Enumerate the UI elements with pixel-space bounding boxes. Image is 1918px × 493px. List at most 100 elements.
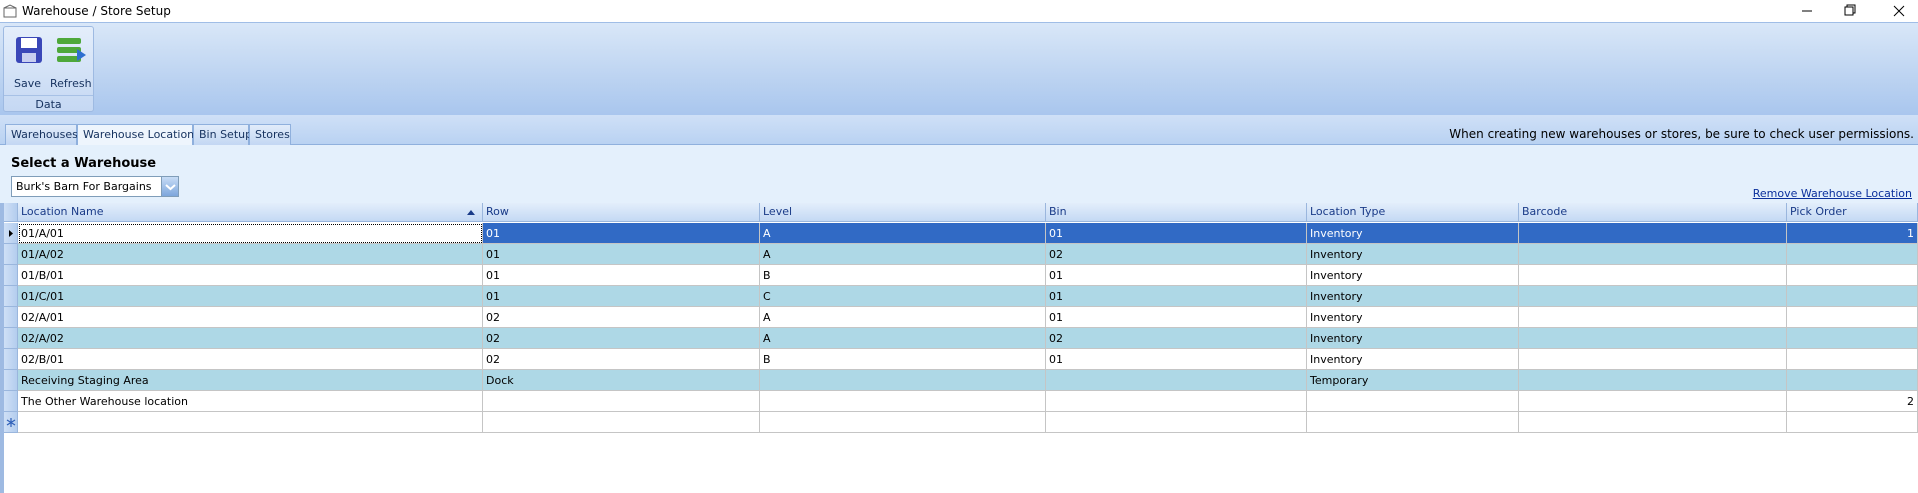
cell[interactable]: Inventory — [1307, 244, 1519, 265]
cell[interactable] — [1787, 244, 1918, 265]
cell[interactable] — [1519, 265, 1787, 286]
cell[interactable] — [1787, 286, 1918, 307]
row-header[interactable] — [4, 265, 18, 286]
row-header[interactable] — [4, 370, 18, 391]
cell[interactable] — [1519, 391, 1787, 412]
cell[interactable] — [1519, 223, 1787, 244]
cell[interactable]: The Other Warehouse location — [18, 391, 483, 412]
cell[interactable] — [1519, 349, 1787, 370]
cell[interactable]: Inventory — [1307, 307, 1519, 328]
column-header[interactable]: Barcode — [1519, 203, 1787, 222]
new-row-cell[interactable] — [18, 412, 483, 433]
cell[interactable]: A — [760, 223, 1046, 244]
cell[interactable]: A — [760, 307, 1046, 328]
new-row-cell[interactable] — [1046, 412, 1307, 433]
cell[interactable]: A — [760, 244, 1046, 265]
cell[interactable]: 1 — [1787, 223, 1918, 244]
new-row-cell[interactable] — [1519, 412, 1787, 433]
cell[interactable]: 01 — [1046, 349, 1307, 370]
warehouse-combo[interactable]: Burk's Barn For Bargains — [11, 176, 179, 197]
cell[interactable]: 02/A/02 — [18, 328, 483, 349]
cell[interactable] — [1519, 307, 1787, 328]
cell[interactable]: 02/A/01 — [18, 307, 483, 328]
save-icon[interactable] — [14, 35, 44, 65]
cell[interactable] — [1519, 286, 1787, 307]
new-row-cell[interactable] — [1307, 412, 1519, 433]
cell[interactable]: 01/A/01 — [18, 223, 483, 244]
tab[interactable]: Warehouses — [5, 124, 78, 145]
cell[interactable]: Inventory — [1307, 265, 1519, 286]
new-row-cell[interactable] — [760, 412, 1046, 433]
cell[interactable] — [1519, 244, 1787, 265]
remove-link[interactable]: Remove Warehouse Location — [1752, 187, 1912, 200]
column-header[interactable]: Bin — [1046, 203, 1307, 222]
cell[interactable]: 02/B/01 — [18, 349, 483, 370]
row-header[interactable] — [4, 223, 18, 244]
cell[interactable]: Inventory — [1307, 223, 1519, 244]
cell[interactable]: 01 — [1046, 265, 1307, 286]
cell[interactable]: 01 — [483, 286, 760, 307]
cell[interactable] — [1787, 349, 1918, 370]
cell[interactable] — [1307, 391, 1519, 412]
cell[interactable] — [1046, 391, 1307, 412]
new-row-header[interactable] — [4, 412, 18, 433]
tab[interactable]: Bin Setup — [193, 124, 252, 145]
cell[interactable]: A — [760, 328, 1046, 349]
cell[interactable] — [1046, 370, 1307, 391]
combo-button[interactable] — [161, 177, 178, 196]
cell[interactable]: Temporary — [1307, 370, 1519, 391]
cell[interactable]: 01 — [483, 223, 760, 244]
column-header[interactable]: Row — [483, 203, 760, 222]
cell[interactable]: 01 — [483, 265, 760, 286]
cell[interactable] — [1519, 370, 1787, 391]
tab[interactable]: Warehouse Locations — [77, 124, 200, 146]
row-header[interactable] — [4, 244, 18, 265]
cell[interactable]: 02 — [483, 328, 760, 349]
cell[interactable] — [760, 370, 1046, 391]
cell[interactable]: Inventory — [1307, 328, 1519, 349]
cell[interactable] — [1787, 370, 1918, 391]
cell[interactable] — [1787, 328, 1918, 349]
cell[interactable]: B — [760, 265, 1046, 286]
save-button[interactable]: Save — [14, 77, 42, 90]
cell[interactable]: 01 — [1046, 307, 1307, 328]
cell[interactable]: 02 — [1046, 244, 1307, 265]
column-header[interactable]: Location Type — [1307, 203, 1519, 222]
row-header[interactable] — [4, 349, 18, 370]
cell[interactable]: C — [760, 286, 1046, 307]
cell[interactable] — [1787, 265, 1918, 286]
cell[interactable]: 01/C/01 — [18, 286, 483, 307]
cell[interactable]: 02 — [483, 307, 760, 328]
window-controls[interactable] — [1790, 0, 1918, 22]
cell[interactable] — [1787, 307, 1918, 328]
refresh-button[interactable]: Refresh — [50, 77, 92, 90]
column-header[interactable]: Level — [760, 203, 1046, 222]
cell[interactable] — [1519, 328, 1787, 349]
cell[interactable]: Dock — [483, 370, 760, 391]
cell[interactable]: Inventory — [1307, 349, 1519, 370]
new-row-cell[interactable] — [483, 412, 760, 433]
cell[interactable]: 01/B/01 — [18, 265, 483, 286]
row-header[interactable] — [4, 328, 18, 349]
cell[interactable]: Inventory — [1307, 286, 1519, 307]
cell[interactable]: 02 — [1046, 328, 1307, 349]
tab[interactable]: Stores — [249, 124, 291, 145]
row-header[interactable] — [4, 286, 18, 307]
cell[interactable]: 01/A/02 — [18, 244, 483, 265]
new-row-cell[interactable] — [1787, 412, 1918, 433]
cell[interactable]: Receiving Staging Area — [18, 370, 483, 391]
cell[interactable] — [760, 391, 1046, 412]
row-header[interactable] — [4, 307, 18, 328]
cell[interactable]: 2 — [1787, 391, 1918, 412]
cell[interactable]: 01 — [1046, 286, 1307, 307]
cell[interactable]: 01 — [483, 244, 760, 265]
row-header[interactable] — [4, 391, 18, 412]
notice: When creating new warehouses or stores, … — [1449, 127, 1914, 141]
cell[interactable] — [483, 391, 760, 412]
column-header[interactable]: Pick Order — [1787, 203, 1918, 222]
cell[interactable]: 01 — [1046, 223, 1307, 244]
column-header[interactable]: Location Name — [18, 203, 483, 222]
refresh-icon[interactable] — [55, 35, 87, 65]
cell[interactable]: 02 — [483, 349, 760, 370]
cell[interactable]: B — [760, 349, 1046, 370]
